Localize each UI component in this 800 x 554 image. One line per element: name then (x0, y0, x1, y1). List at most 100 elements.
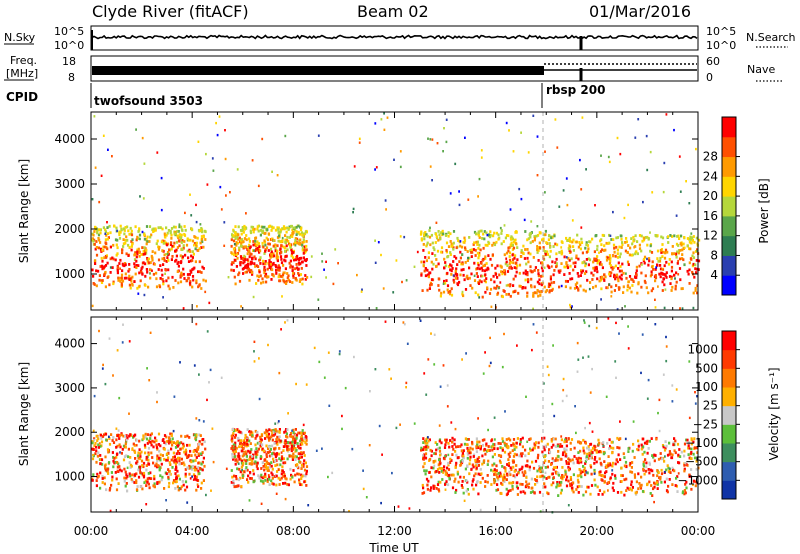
echo-cell (659, 264, 662, 267)
echo-cell (551, 260, 554, 264)
echo-cell (684, 462, 687, 465)
echo-cell (172, 451, 175, 455)
echo-cell (670, 265, 674, 269)
echo-cell (434, 441, 437, 444)
echo-cell (613, 289, 616, 292)
echo-cell (117, 482, 120, 485)
echo-cell (174, 480, 177, 483)
echo-cell (290, 454, 293, 458)
echo-cell (112, 465, 115, 469)
echo-cell (431, 267, 434, 271)
echo-cell (421, 289, 424, 292)
echo-cell (302, 474, 305, 477)
echo-cell (180, 228, 184, 232)
echo-cell (240, 465, 243, 469)
echo-cell (264, 462, 267, 466)
echo-cell (271, 473, 274, 477)
echo-cell-sparse (536, 245, 538, 248)
echo-cell-sparse (233, 243, 236, 246)
echo-cell (281, 273, 285, 277)
echo-cell (546, 250, 549, 254)
echo-cell (160, 462, 163, 466)
echo-cell (99, 454, 102, 457)
echo-cell (140, 459, 144, 463)
echo-cell (449, 232, 452, 236)
echo-cell (200, 481, 203, 485)
echo-cell-sparse (337, 262, 339, 265)
echo-cell (124, 470, 127, 474)
echo-cell (186, 273, 190, 276)
echo-cell (285, 280, 288, 283)
echo-cell (163, 447, 166, 451)
echo-cell (620, 474, 623, 477)
echo-cell (246, 478, 249, 481)
echo-cell (244, 433, 247, 437)
echo-cell (292, 272, 295, 275)
echo-cell (593, 448, 596, 452)
echo-cell (245, 462, 248, 465)
echo-cell (188, 281, 192, 285)
echo-cell (156, 457, 159, 461)
echo-cell (141, 464, 144, 467)
echo-cell (697, 259, 701, 263)
echo-cell-sparse (374, 368, 377, 371)
echo-cell (107, 472, 110, 475)
echo-cell (692, 440, 695, 444)
echo-cell (254, 429, 257, 433)
echo-cell (443, 279, 446, 283)
echo-cell (643, 441, 647, 445)
echo-cell (292, 428, 295, 432)
echo-cell (565, 484, 569, 488)
echo-cell-sparse (388, 368, 391, 371)
echo-cell-sparse (321, 252, 323, 255)
echo-cell (569, 448, 572, 451)
echo-cell (640, 443, 643, 447)
echo-cell (262, 449, 265, 453)
echo-cell (256, 274, 259, 278)
echo-cell (602, 450, 605, 454)
echo-cell (665, 468, 668, 472)
echo-cell (445, 241, 449, 245)
echo-cell (571, 458, 574, 462)
echo-cell (553, 466, 556, 469)
echo-cell-sparse (276, 174, 279, 177)
echo-cell (150, 443, 153, 447)
echo-cell-sparse (385, 208, 387, 211)
echo-cell-sparse (554, 118, 557, 121)
echo-cell (282, 264, 285, 267)
echo-cell (434, 254, 437, 257)
echo-cell-sparse (536, 174, 539, 177)
echo-cell (237, 438, 240, 442)
echo-cell (180, 457, 183, 461)
echo-cell (438, 288, 441, 292)
echo-cell (280, 228, 283, 232)
echo-cell (284, 226, 287, 230)
echo-cell (123, 476, 126, 480)
echo-cell (556, 482, 559, 486)
echo-cell-sparse (405, 386, 407, 389)
echo-cell (263, 239, 266, 243)
echo-cell (515, 473, 518, 477)
echo-cell (462, 268, 465, 271)
echo-cell-sparse (205, 152, 207, 156)
echo-cell (497, 472, 500, 475)
echo-cell (140, 450, 143, 454)
echo-cell (547, 476, 550, 479)
echo-cell (546, 491, 549, 495)
echo-cell (172, 481, 175, 485)
echo-cell (585, 458, 588, 461)
echo-cell (244, 468, 247, 471)
echo-cell (284, 429, 287, 433)
echo-cell (572, 261, 575, 265)
echo-cell (173, 455, 176, 459)
echo-cell (262, 229, 265, 233)
echo-cell (95, 484, 98, 488)
colorbar-swatch-0 (722, 480, 736, 500)
echo-cell-sparse (143, 162, 146, 165)
echo-cell (183, 240, 186, 243)
echo-cell (537, 445, 540, 449)
echo-cell (646, 442, 649, 445)
echo-cell (244, 443, 247, 447)
echo-cell (476, 267, 479, 270)
echo-cell (511, 449, 514, 452)
